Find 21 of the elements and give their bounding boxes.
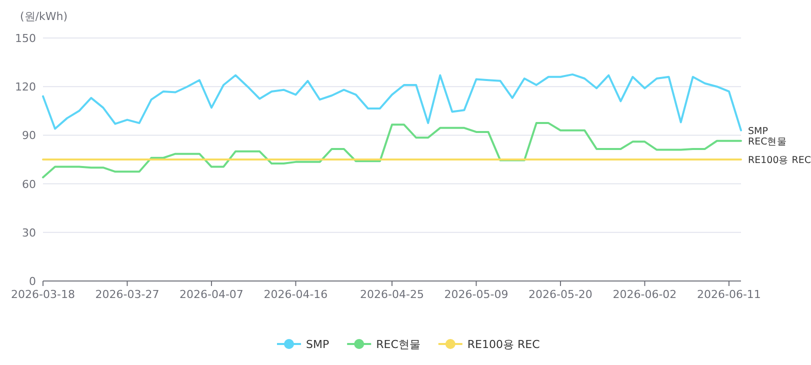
legend-label: RE100용 REC: [467, 338, 540, 351]
y-tick-label: 120: [15, 80, 36, 94]
y-tick-label: 30: [22, 226, 36, 240]
x-tick-label: 2026-06-11: [696, 288, 761, 301]
x-tick-label: 2026-05-20: [528, 288, 592, 301]
y-axis-title: (원/kWh): [20, 10, 68, 23]
x-tick-label: 2026-05-09: [444, 288, 508, 301]
x-tick-label: 2026-06-02: [612, 288, 677, 301]
legend-label: SMP: [306, 338, 330, 351]
x-tick-label: 2026-03-27: [95, 288, 160, 301]
series: RE100용 REC: [42, 155, 811, 166]
x-tick-label: 2026-04-07: [180, 288, 244, 301]
legend-label: REC현물: [376, 338, 420, 351]
series: SMP: [42, 73, 768, 137]
y-tick-label: 150: [15, 32, 36, 45]
y-tick-label: 90: [22, 129, 36, 142]
x-tick-label: 2026-03-18: [11, 288, 75, 301]
y-tick-label: 0: [29, 275, 36, 288]
y-tick-label: 60: [22, 178, 36, 191]
x-tick-label: 2026-04-25: [360, 288, 424, 301]
x-tick-label: 2026-04-16: [264, 288, 328, 301]
